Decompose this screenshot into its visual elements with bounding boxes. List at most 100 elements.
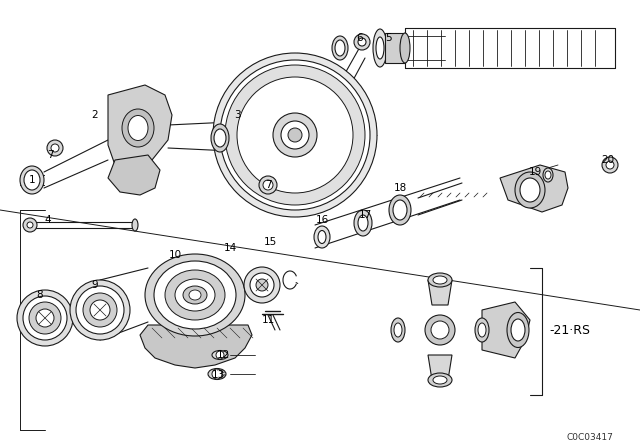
Circle shape xyxy=(358,38,366,46)
Ellipse shape xyxy=(175,279,215,311)
Ellipse shape xyxy=(373,29,387,67)
Circle shape xyxy=(288,128,302,142)
Circle shape xyxy=(70,280,130,340)
Text: 2: 2 xyxy=(92,110,99,120)
Ellipse shape xyxy=(145,254,245,336)
Circle shape xyxy=(259,176,277,194)
Circle shape xyxy=(606,161,614,169)
Text: 15: 15 xyxy=(264,237,276,247)
Ellipse shape xyxy=(520,178,540,202)
Polygon shape xyxy=(428,280,452,305)
Ellipse shape xyxy=(154,261,236,329)
Ellipse shape xyxy=(433,376,447,384)
Text: 12: 12 xyxy=(216,350,230,360)
Circle shape xyxy=(29,302,61,334)
Ellipse shape xyxy=(211,124,229,152)
Circle shape xyxy=(213,53,377,217)
Circle shape xyxy=(216,351,224,359)
Circle shape xyxy=(51,144,59,152)
Text: 20: 20 xyxy=(602,155,614,165)
Circle shape xyxy=(237,77,353,193)
Text: 5: 5 xyxy=(385,33,391,43)
Circle shape xyxy=(244,267,280,303)
Circle shape xyxy=(263,180,273,190)
Polygon shape xyxy=(500,165,568,212)
Ellipse shape xyxy=(425,315,455,345)
Text: 3: 3 xyxy=(234,110,240,120)
Ellipse shape xyxy=(212,350,228,359)
Polygon shape xyxy=(428,355,452,380)
Circle shape xyxy=(36,309,54,327)
Ellipse shape xyxy=(376,37,384,59)
Circle shape xyxy=(225,65,365,205)
Ellipse shape xyxy=(394,323,402,337)
Circle shape xyxy=(250,273,274,297)
Circle shape xyxy=(90,300,110,320)
Text: 9: 9 xyxy=(92,280,99,290)
Circle shape xyxy=(23,296,67,340)
Ellipse shape xyxy=(475,318,489,342)
Ellipse shape xyxy=(335,40,345,56)
Text: 10: 10 xyxy=(168,250,182,260)
Bar xyxy=(385,33,405,63)
Ellipse shape xyxy=(428,373,452,387)
Circle shape xyxy=(212,369,222,379)
Ellipse shape xyxy=(122,109,154,147)
Ellipse shape xyxy=(431,321,449,339)
Ellipse shape xyxy=(132,219,138,231)
Text: 8: 8 xyxy=(36,290,44,300)
Ellipse shape xyxy=(214,129,226,147)
Ellipse shape xyxy=(165,270,225,320)
Ellipse shape xyxy=(391,318,405,342)
Text: 11: 11 xyxy=(261,315,275,325)
Text: -21·RS: -21·RS xyxy=(550,323,591,336)
Circle shape xyxy=(23,218,37,232)
Text: 17: 17 xyxy=(358,210,372,220)
Text: 18: 18 xyxy=(394,183,406,193)
Ellipse shape xyxy=(545,171,551,179)
Polygon shape xyxy=(108,155,160,195)
Ellipse shape xyxy=(183,286,207,304)
Ellipse shape xyxy=(393,200,407,220)
Polygon shape xyxy=(108,85,172,175)
Circle shape xyxy=(602,157,618,173)
Text: 14: 14 xyxy=(223,243,237,253)
Text: 7: 7 xyxy=(47,150,53,160)
Ellipse shape xyxy=(20,166,44,194)
Ellipse shape xyxy=(354,210,372,236)
Polygon shape xyxy=(140,325,252,368)
Text: C0C03417: C0C03417 xyxy=(566,432,613,441)
Ellipse shape xyxy=(511,319,525,341)
Polygon shape xyxy=(482,302,530,358)
Circle shape xyxy=(220,60,370,210)
Circle shape xyxy=(281,121,309,149)
Ellipse shape xyxy=(507,313,529,348)
Ellipse shape xyxy=(358,215,368,231)
Ellipse shape xyxy=(318,231,326,244)
Text: 19: 19 xyxy=(529,167,541,177)
Ellipse shape xyxy=(24,170,40,190)
Ellipse shape xyxy=(128,116,148,141)
Text: 7: 7 xyxy=(265,180,271,190)
Text: 1: 1 xyxy=(29,175,35,185)
Text: 16: 16 xyxy=(316,215,328,225)
Circle shape xyxy=(354,34,370,50)
Ellipse shape xyxy=(189,290,201,300)
Ellipse shape xyxy=(314,226,330,248)
Circle shape xyxy=(17,290,73,346)
Ellipse shape xyxy=(208,369,226,379)
Circle shape xyxy=(27,222,33,228)
Text: 4: 4 xyxy=(45,215,51,225)
Circle shape xyxy=(83,293,117,327)
Text: 13: 13 xyxy=(211,370,225,380)
Ellipse shape xyxy=(543,168,553,182)
Ellipse shape xyxy=(515,172,545,208)
Ellipse shape xyxy=(478,323,486,337)
Circle shape xyxy=(273,113,317,157)
Circle shape xyxy=(256,279,268,291)
Text: 6: 6 xyxy=(356,33,364,43)
Ellipse shape xyxy=(400,33,410,63)
Ellipse shape xyxy=(389,195,411,225)
Ellipse shape xyxy=(332,36,348,60)
Ellipse shape xyxy=(433,276,447,284)
